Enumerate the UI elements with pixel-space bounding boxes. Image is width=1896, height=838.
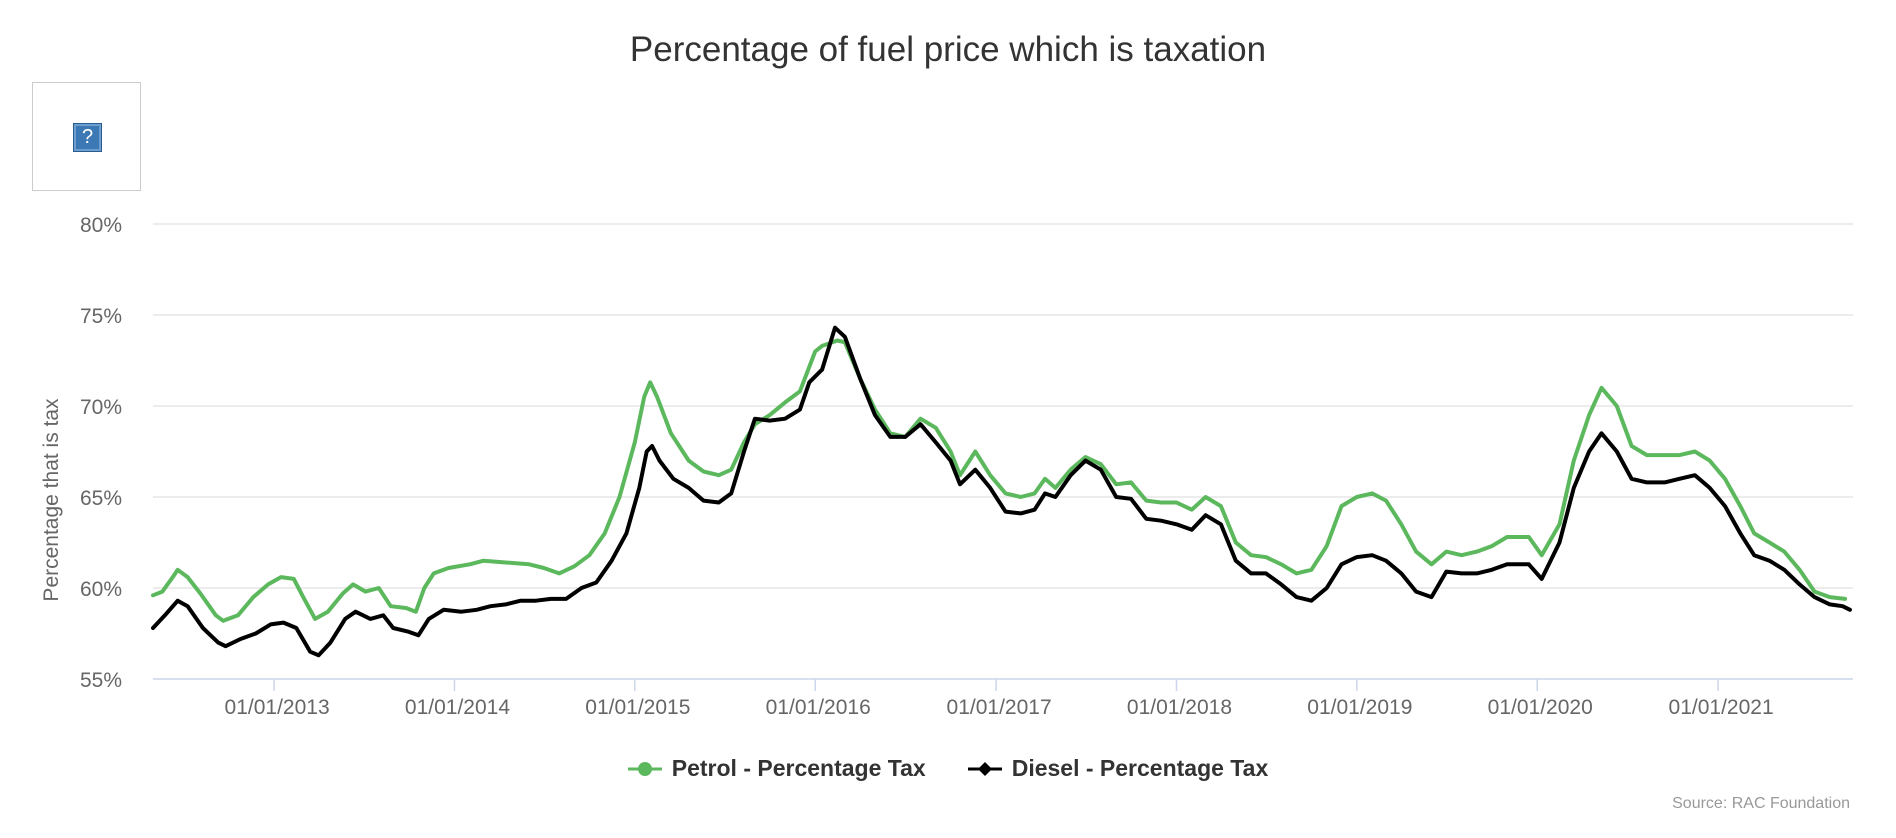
y-tick-label: 65% bbox=[80, 487, 122, 510]
source-credit: Source: RAC Foundation bbox=[1672, 795, 1850, 812]
series-lines bbox=[151, 325, 1852, 658]
y-tick-label: 55% bbox=[80, 669, 122, 692]
x-axis: 01/01/2013 01/01/2014 01/01/2015 01/01/2016… bbox=[153, 678, 1853, 719]
x-tick-label: 01/01/2020 bbox=[1488, 696, 1593, 719]
chart-title: Percentage of fuel price which is taxati… bbox=[629, 30, 1267, 69]
legend: Petrol - Percentage Tax Diesel - Percent… bbox=[0, 755, 1896, 782]
x-tick-label: 01/01/2013 bbox=[225, 696, 330, 719]
series-line-diesel[interactable] bbox=[151, 325, 1852, 658]
x-tick-label: 01/01/2021 bbox=[1669, 696, 1774, 719]
y-axis-ticks: 55% 60% 65% 70% 75% 80% bbox=[80, 214, 122, 692]
y-tick-label: 75% bbox=[80, 305, 122, 328]
legend-petrol-marker bbox=[627, 761, 662, 776]
y-tick-label: 80% bbox=[80, 214, 122, 237]
x-tick-label: 01/01/2014 bbox=[405, 696, 510, 719]
gridlines bbox=[153, 223, 1853, 589]
x-tick-label: 01/01/2015 bbox=[585, 696, 690, 719]
legend-item-petrol[interactable]: Petrol - Percentage Tax bbox=[627, 755, 926, 782]
y-tick-label: 70% bbox=[80, 396, 122, 419]
y-tick-label: 60% bbox=[80, 578, 122, 601]
legend-diesel-label: Diesel - Percentage Tax bbox=[1011, 755, 1269, 781]
legend-diesel-marker bbox=[967, 761, 1002, 776]
legend-item-diesel[interactable]: Diesel - Percentage Tax bbox=[967, 755, 1269, 782]
x-tick-label: 01/01/2016 bbox=[766, 696, 871, 719]
series-line-petrol[interactable] bbox=[151, 338, 1848, 623]
x-tick-label: 01/01/2018 bbox=[1127, 696, 1232, 719]
help-icon: ? bbox=[73, 123, 102, 152]
help-button[interactable]: ? bbox=[32, 82, 141, 191]
x-tick-label: 01/01/2017 bbox=[947, 696, 1052, 719]
legend-petrol-label: Petrol - Percentage Tax bbox=[671, 755, 926, 781]
x-tick-label: 01/01/2019 bbox=[1307, 696, 1412, 719]
y-axis-label: Percentage that is tax bbox=[40, 398, 63, 602]
